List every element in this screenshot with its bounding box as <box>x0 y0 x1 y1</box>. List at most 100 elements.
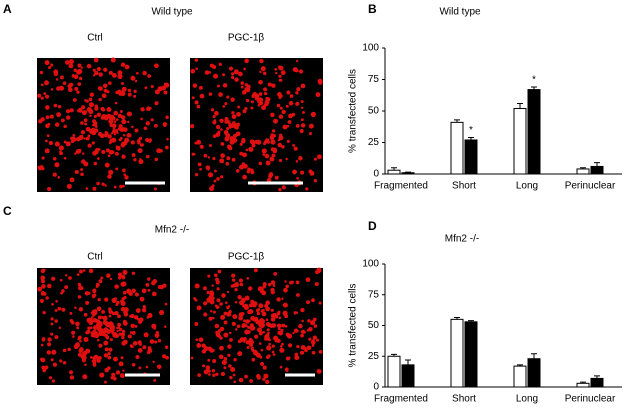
mitochondrion <box>250 325 256 331</box>
mitochondrion <box>229 331 232 335</box>
mitochondrion <box>206 290 210 295</box>
mitochondrion <box>65 109 71 114</box>
mitochondrion <box>191 152 195 156</box>
mitochondrion <box>272 147 277 153</box>
mitochondrion <box>69 375 75 380</box>
mitochondrion <box>110 115 114 119</box>
chart-title: Wild type <box>439 7 481 18</box>
mitochondrion <box>300 170 305 175</box>
mitochondrion <box>249 139 255 145</box>
mitochondrion <box>240 85 244 89</box>
mitochondrion <box>189 124 195 129</box>
mitochondrion <box>239 282 244 287</box>
mitochondrion <box>300 118 304 122</box>
y-tick-label: 25 <box>368 137 380 148</box>
mitochondrion <box>246 346 250 349</box>
mitochondrion <box>232 314 238 320</box>
significance-mark: * <box>469 125 473 136</box>
mitochondrion <box>208 144 212 148</box>
mitochondrion <box>100 276 104 280</box>
mitochondrion <box>136 71 139 75</box>
bar <box>527 89 541 175</box>
mitochondrion <box>311 298 315 303</box>
mitochondrion <box>261 105 267 111</box>
mitochondrion <box>232 373 236 377</box>
bar <box>401 172 415 175</box>
mitochondrion <box>226 306 230 310</box>
mitochondrion <box>101 93 107 99</box>
x-tick-label: Fragmented <box>374 394 428 405</box>
mitochondrion <box>165 145 169 150</box>
mitochondrion <box>208 92 213 96</box>
mitochondrion <box>194 283 200 289</box>
mitochondrion <box>224 102 228 106</box>
mitochondrion <box>220 142 225 146</box>
mitochondrion <box>195 338 199 342</box>
mitochondrion <box>261 323 265 327</box>
mitochondrion <box>62 348 67 353</box>
mitochondrion <box>266 140 271 144</box>
mitochondrion <box>157 339 162 343</box>
mitochondrion <box>99 372 105 378</box>
mitochondrion <box>253 268 258 273</box>
mitochondrion <box>202 364 206 368</box>
mitochondrion <box>99 133 105 139</box>
mitochondrion <box>54 122 60 127</box>
mitochondrion <box>296 87 301 92</box>
mitochondrion <box>285 157 288 161</box>
mitochondrion <box>72 335 75 338</box>
mitochondrion <box>137 148 143 154</box>
mitochondrion <box>103 133 108 138</box>
mitochondrion <box>119 127 125 132</box>
mitochondrion <box>271 350 275 354</box>
mitochondrion <box>54 335 59 340</box>
mitochondrion <box>252 302 257 308</box>
mitochondrion <box>270 308 274 312</box>
mitochondrion <box>57 104 62 109</box>
mitochondrion <box>130 75 136 81</box>
mitochondrion <box>162 354 167 359</box>
mitochondrion <box>292 331 295 335</box>
mitochondrion <box>88 268 94 274</box>
mitochondrion <box>312 338 315 341</box>
mitochondrion <box>145 283 150 287</box>
mitochondrion <box>88 109 94 115</box>
mitochondrion <box>279 106 283 110</box>
mitochondrion <box>313 157 317 161</box>
mitochondrion <box>87 134 91 138</box>
image-label: Ctrl <box>87 33 103 44</box>
mitochondrion <box>262 377 266 381</box>
mitochondrion <box>268 174 273 179</box>
image-background <box>190 58 323 192</box>
mitochondrion <box>278 74 282 78</box>
mitochondrion <box>250 106 254 110</box>
mitochondrion <box>44 60 50 66</box>
mitochondrion <box>281 342 284 346</box>
mitochondrion <box>318 80 323 85</box>
mitochondrion <box>238 164 245 170</box>
mitochondrion <box>235 168 240 173</box>
mitochondrion <box>209 63 214 68</box>
mitochondrion <box>217 130 221 134</box>
mitochondrion <box>254 318 258 322</box>
x-tick-label: Short <box>452 394 476 405</box>
y-tick-label: 50 <box>368 106 380 117</box>
mitochondrion <box>148 138 152 142</box>
mitochondrion <box>278 135 284 141</box>
mitochondrion <box>108 321 114 326</box>
mitochondrion <box>50 322 54 326</box>
mitochondrion <box>42 368 47 373</box>
mitochondrion <box>226 290 230 294</box>
mitochondrion <box>87 143 92 148</box>
mitochondrion <box>77 335 82 340</box>
mitochondrion <box>76 326 80 330</box>
mitochondrion <box>282 124 288 130</box>
mitochondrion <box>318 349 323 354</box>
mitochondrion <box>251 143 256 148</box>
mitochondrion <box>131 153 136 157</box>
mitochondrion <box>224 117 229 122</box>
mitochondrion <box>77 295 82 299</box>
mitochondrion <box>78 348 83 353</box>
mitochondrion <box>305 277 311 283</box>
mitochondrion <box>315 92 321 98</box>
